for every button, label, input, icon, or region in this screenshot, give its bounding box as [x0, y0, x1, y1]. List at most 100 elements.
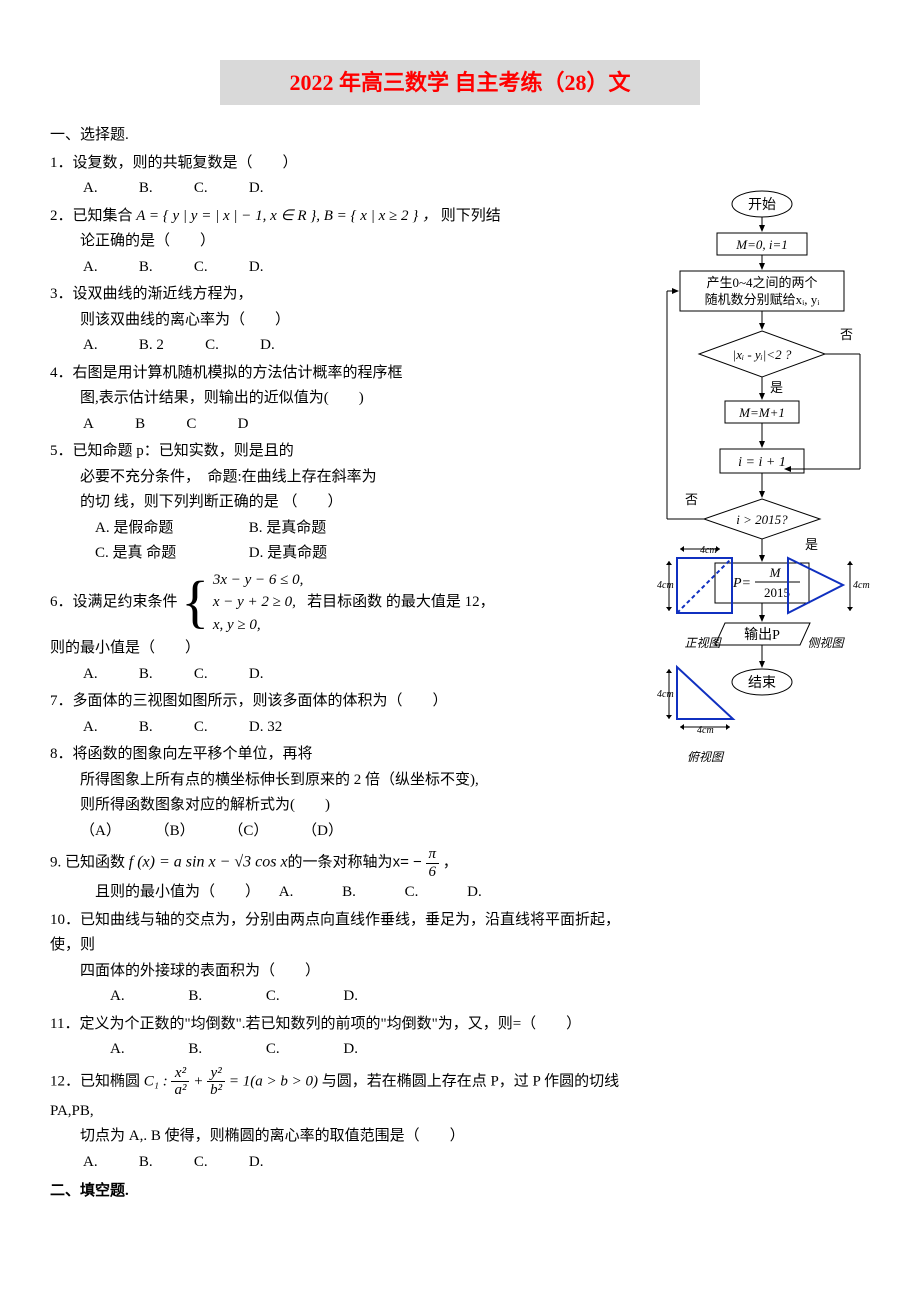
q9-opt-b: B. — [342, 884, 356, 900]
q8-opt-c: （C） — [228, 823, 268, 839]
q2-suffix: 则下列结 — [441, 208, 501, 224]
q2-opt-c: C. — [194, 255, 208, 281]
q6-opt-a: A. — [83, 662, 98, 688]
q10-l2: 四面体的外接球的表面积为（ ） — [50, 959, 647, 985]
q10: 10．已知曲线与轴的交点为，分别由两点向直线作垂线，垂足为，沿直线将平面折起，使… — [50, 908, 647, 1010]
fc-no2: 否 — [685, 492, 698, 507]
q4: 4．右图是用计算机随机模拟的方法估计概率的程序框 图,表示估计结果，则输出的近似… — [50, 361, 647, 438]
q9-xeq: x= − — [393, 854, 422, 871]
q6-suffix: 若目标函数 的最大值是 12， — [307, 594, 495, 610]
q12-opt-c: C. — [194, 1150, 208, 1176]
q4-l1: 4．右图是用计算机随机模拟的方法估计概率的程序框 — [50, 361, 647, 387]
q2-opt-a: A. — [83, 255, 98, 281]
q3: 3．设双曲线的渐近线方程为， 则该双曲线的离心率为（ ） A. B. 2 C. … — [50, 282, 647, 359]
q7-opt-d: D. 32 — [249, 715, 282, 741]
q4-opt-c: C — [186, 412, 196, 438]
q5-opt-a: A. 是假命题 — [95, 516, 245, 542]
svg-text:4cm: 4cm — [657, 689, 674, 700]
q6: 6．设满足约束条件 { 3x − y − 6 ≤ 0, x − y + 2 ≥ … — [50, 569, 647, 688]
q12-y2: y² — [207, 1065, 225, 1083]
q11: 11．定义为个正数的"均倒数".若已知数列的前项的"均倒数"为，又，则=（ ） … — [50, 1012, 647, 1063]
fc-cond2: i > 2015? — [736, 512, 788, 527]
q8: 8．将函数的图象向左平移个单位，再将 所得图象上所有点的横坐标伸长到原来的 2 … — [50, 742, 647, 844]
q11-opt-d: D. — [343, 1041, 358, 1057]
q9-comma: ， — [443, 855, 458, 871]
q2-formula: A = { y | y = | x | − 1, x ∈ R }, B = { … — [136, 208, 437, 224]
q11-opt-c: C. — [266, 1041, 280, 1057]
q3-opt-b: B. 2 — [139, 333, 164, 359]
q9-opt-a: A. — [279, 884, 294, 900]
q6-l2: 则的最小值是（ ） — [50, 636, 647, 662]
q6-opt-d: D. — [249, 662, 264, 688]
q5-l1: 5．已知命题 p：已知实数，则是且的 — [50, 439, 647, 465]
brace-icon: { — [181, 579, 209, 625]
q9-pi: π — [426, 846, 440, 864]
q3-l2: 则该双曲线的离心率为（ ） — [50, 308, 647, 334]
q2-opt-d: D. — [249, 255, 264, 281]
q7-l1: 7．多面体的三视图如图所示，则该多面体的体积为（ ） — [50, 689, 647, 715]
q11-opt-b: B. — [188, 1041, 202, 1057]
q12-eq1: = 1(a > b > 0) — [229, 1073, 318, 1089]
q12-opt-b: B. — [139, 1150, 153, 1176]
q6-row3: x, y ≥ 0, — [213, 614, 304, 637]
q8-opt-d: （D） — [302, 823, 343, 839]
q8-l1: 8．将函数的图象向左平移个单位，再将 — [50, 742, 647, 768]
q5-opt-c: C. 是真 命题 — [95, 541, 245, 567]
q12-l2: 切点为 A,. B 使得，则椭圆的离心率的取值范围是（ ） — [50, 1124, 647, 1150]
q1-opt-d: D. — [249, 176, 264, 202]
fc-yes1: 是 — [770, 380, 783, 395]
q6-row1: 3x − y − 6 ≤ 0, — [213, 569, 304, 592]
q9-formula: f (x) = a sin x − √3 cos x — [129, 854, 288, 871]
q10-opt-a: A. — [110, 988, 125, 1004]
page-title: 2022 年高三数学 自主考练（28）文 — [220, 60, 700, 105]
q7: 7．多面体的三视图如图所示，则该多面体的体积为（ ） A. B. C. D. 3… — [50, 689, 647, 740]
q2-opt-b: B. — [139, 255, 153, 281]
q12-b2: b² — [207, 1082, 225, 1099]
q12: 12．已知椭圆 C₁ : x²a² + y²b² = 1(a > b > 0) … — [50, 1065, 647, 1176]
q12-opt-a: A. — [83, 1150, 98, 1176]
q12-opt-d: D. — [249, 1150, 264, 1176]
q5: 5．已知命题 p：已知实数，则是且的 必要不充分条件， 命题:在曲线上存在斜率为… — [50, 439, 647, 567]
q10-l1: 10．已知曲线与轴的交点为，分别由两点向直线作垂线，垂足为，沿直线将平面折起，使… — [50, 908, 647, 959]
fc-gen1: 产生0~4之间的两个 — [706, 275, 817, 290]
q8-l3: 则所得函数图象对应的解析式为( ) — [50, 793, 647, 819]
q1: 1．设复数，则的共轭复数是（ ） A. B. C. D. — [50, 151, 647, 202]
q11-l1: 11．定义为个正数的"均倒数".若已知数列的前项的"均倒数"为，又，则=（ ） — [50, 1012, 647, 1038]
q1-opt-c: C. — [194, 176, 208, 202]
q3-opt-a: A. — [83, 333, 98, 359]
q7-opt-c: C. — [194, 715, 208, 741]
front-view: 4cm 4cm 正视图 — [655, 543, 750, 653]
q8-opt-a: （A） — [80, 823, 121, 839]
main-content: 1．设复数，则的共轭复数是（ ） A. B. C. D. 2．已知集合 A = … — [50, 149, 870, 1205]
side-view-label: 侧视图 — [778, 633, 873, 653]
fc-no1: 否 — [840, 327, 853, 342]
fc-gen2: 随机数分别赋给xᵢ, yᵢ — [705, 292, 821, 307]
q2-line2: 论正确的是（ ） — [50, 229, 647, 255]
three-views: 4cm 4cm 正视图 4cm 侧视图 — [655, 543, 870, 653]
q5-opt-d: D. 是真命题 — [249, 545, 327, 561]
q6-prefix: 6．设满足约束条件 — [50, 594, 178, 610]
q2-prefix: 2．已知集合 — [50, 208, 133, 224]
q7-opt-b: B. — [139, 715, 153, 741]
q6-row2: x − y + 2 ≥ 0, — [213, 591, 304, 614]
q3-opt-c: C. — [205, 333, 219, 359]
q10-opt-b: B. — [188, 988, 202, 1004]
q4-l2: 图,表示估计结果，则输出的近似值为( ) — [50, 386, 647, 412]
q9-l2: 且则的最小值为（ ） — [95, 884, 260, 900]
diagrams-column: 开始 M=0, i=1 产生0~4之间的两个 随机数分别赋给xᵢ, yᵢ |xᵢ… — [647, 149, 870, 1205]
q2: 2．已知集合 A = { y | y = | x | − 1, x ∈ R },… — [50, 204, 647, 281]
svg-text:4cm: 4cm — [657, 580, 674, 591]
top-view-label: 俯视图 — [655, 747, 755, 767]
q12-c1: C₁ : — [144, 1073, 168, 1089]
q9-prefix: 9. 已知函数 — [50, 855, 125, 871]
q12-prefix: 12．已知椭圆 — [50, 1073, 140, 1089]
q3-opt-d: D. — [260, 333, 275, 359]
q9: 9. 已知函数 f (x) = a sin x − √3 cos x的一条对称轴… — [50, 846, 647, 906]
fc-start: 开始 — [748, 197, 776, 213]
q9-mid: 的一条对称轴为 — [288, 855, 393, 871]
fc-cond1: |xᵢ - yᵢ|<2 ? — [733, 347, 792, 362]
fc-init: M=0, i=1 — [735, 237, 788, 252]
q5-l2: 必要不充分条件， 命题:在曲线上存在斜率为 — [50, 465, 647, 491]
q5-opt-b: B. 是真命题 — [249, 520, 327, 536]
q3-l1: 3．设双曲线的渐近线方程为， — [50, 282, 647, 308]
